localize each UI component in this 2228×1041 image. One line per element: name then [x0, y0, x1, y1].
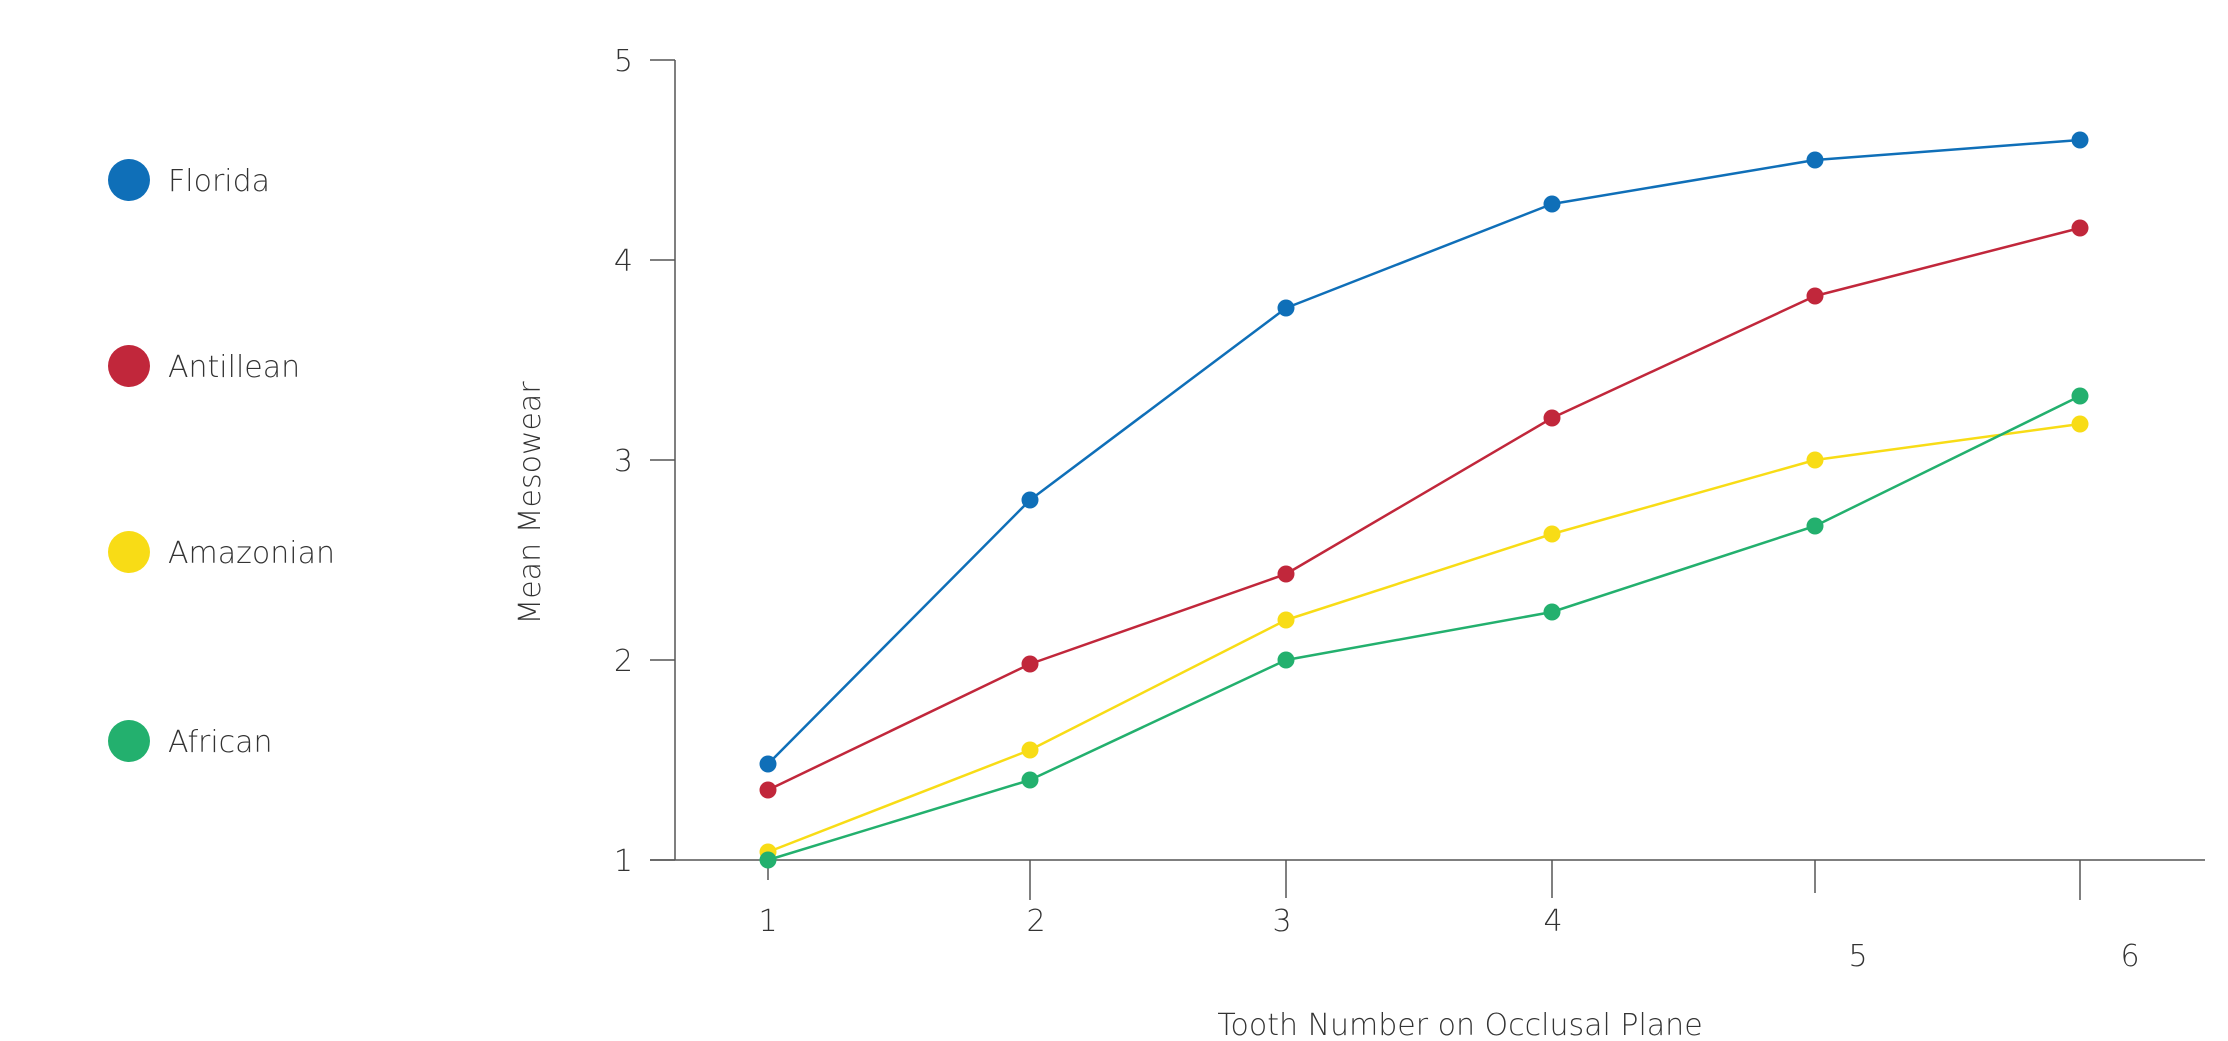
legend-swatch	[108, 159, 150, 201]
data-point-florida	[2071, 131, 2089, 149]
x-tick-label: 1	[758, 904, 777, 939]
series-line-african	[767, 394, 2081, 862]
y-ticks: 1 2 3 4 5	[614, 44, 675, 879]
legend: Florida Antillean Amazonian African	[108, 159, 335, 762]
series-african	[759, 387, 2089, 869]
x-ticks: 1 2 3 4 5 6	[758, 860, 2140, 974]
legend-item-florida: Florida	[108, 159, 270, 201]
data-point-florida	[1021, 491, 1039, 509]
data-point-african	[759, 851, 777, 869]
x-tick-label: 2	[1026, 904, 1045, 939]
y-tick-label: 3	[614, 444, 633, 479]
data-point-florida	[759, 755, 777, 773]
data-point-african	[1021, 771, 1039, 789]
axes: 1 2 3 4 5 1 2 3 4 5 6 Mean Mesowear Tooth Number …	[513, 44, 2205, 1041]
y-axis-label: Mean Mesowear	[513, 381, 548, 625]
data-point-amazonian	[1543, 525, 1561, 543]
data-point-amazonian	[1277, 611, 1295, 629]
series-florida	[759, 131, 2089, 773]
series-line-antillean	[767, 226, 2081, 792]
data-point-antillean	[1277, 565, 1295, 583]
data-point-amazonian	[2071, 415, 2089, 433]
x-tick-label: 3	[1272, 904, 1291, 939]
legend-label: Florida	[168, 164, 270, 199]
data-point-florida	[1806, 151, 1824, 169]
series-layer	[759, 131, 2089, 869]
legend-swatch	[108, 531, 150, 573]
x-axis-label: Tooth Number on Occlusal Plane	[1217, 1008, 1702, 1037]
legend-item-amazonian: Amazonian	[108, 531, 335, 573]
series-amazonian	[759, 415, 2089, 861]
x-tick-label: 5	[1848, 939, 1867, 974]
legend-label: African	[168, 725, 273, 760]
legend-item-african: African	[108, 720, 273, 762]
legend-swatch	[108, 720, 150, 762]
data-point-antillean	[1806, 287, 1824, 305]
data-point-african	[2071, 387, 2089, 405]
y-tick-label: 4	[614, 244, 633, 279]
data-point-amazonian	[1806, 451, 1824, 469]
data-point-african	[1277, 651, 1295, 669]
data-point-antillean	[1543, 409, 1561, 427]
data-point-florida	[1277, 299, 1295, 317]
data-point-antillean	[2071, 219, 2089, 237]
series-antillean	[759, 219, 2089, 799]
y-tick-label: 2	[614, 644, 633, 679]
legend-label: Amazonian	[168, 536, 335, 571]
data-point-antillean	[759, 781, 777, 799]
data-point-african	[1543, 603, 1561, 621]
series-line-amazonian	[767, 422, 2081, 854]
data-point-florida	[1543, 195, 1561, 213]
data-point-antillean	[1021, 655, 1039, 673]
data-point-african	[1806, 517, 1824, 535]
x-tick-label: 6	[2120, 939, 2139, 974]
data-point-amazonian	[1021, 741, 1039, 759]
legend-label: Antillean	[168, 350, 300, 385]
legend-swatch	[108, 345, 150, 387]
legend-item-antillean: Antillean	[108, 345, 300, 387]
y-tick-label: 5	[614, 44, 633, 79]
series-line-florida	[767, 138, 2081, 765]
y-tick-label: 1	[614, 844, 633, 879]
x-tick-label: 4	[1543, 904, 1562, 939]
